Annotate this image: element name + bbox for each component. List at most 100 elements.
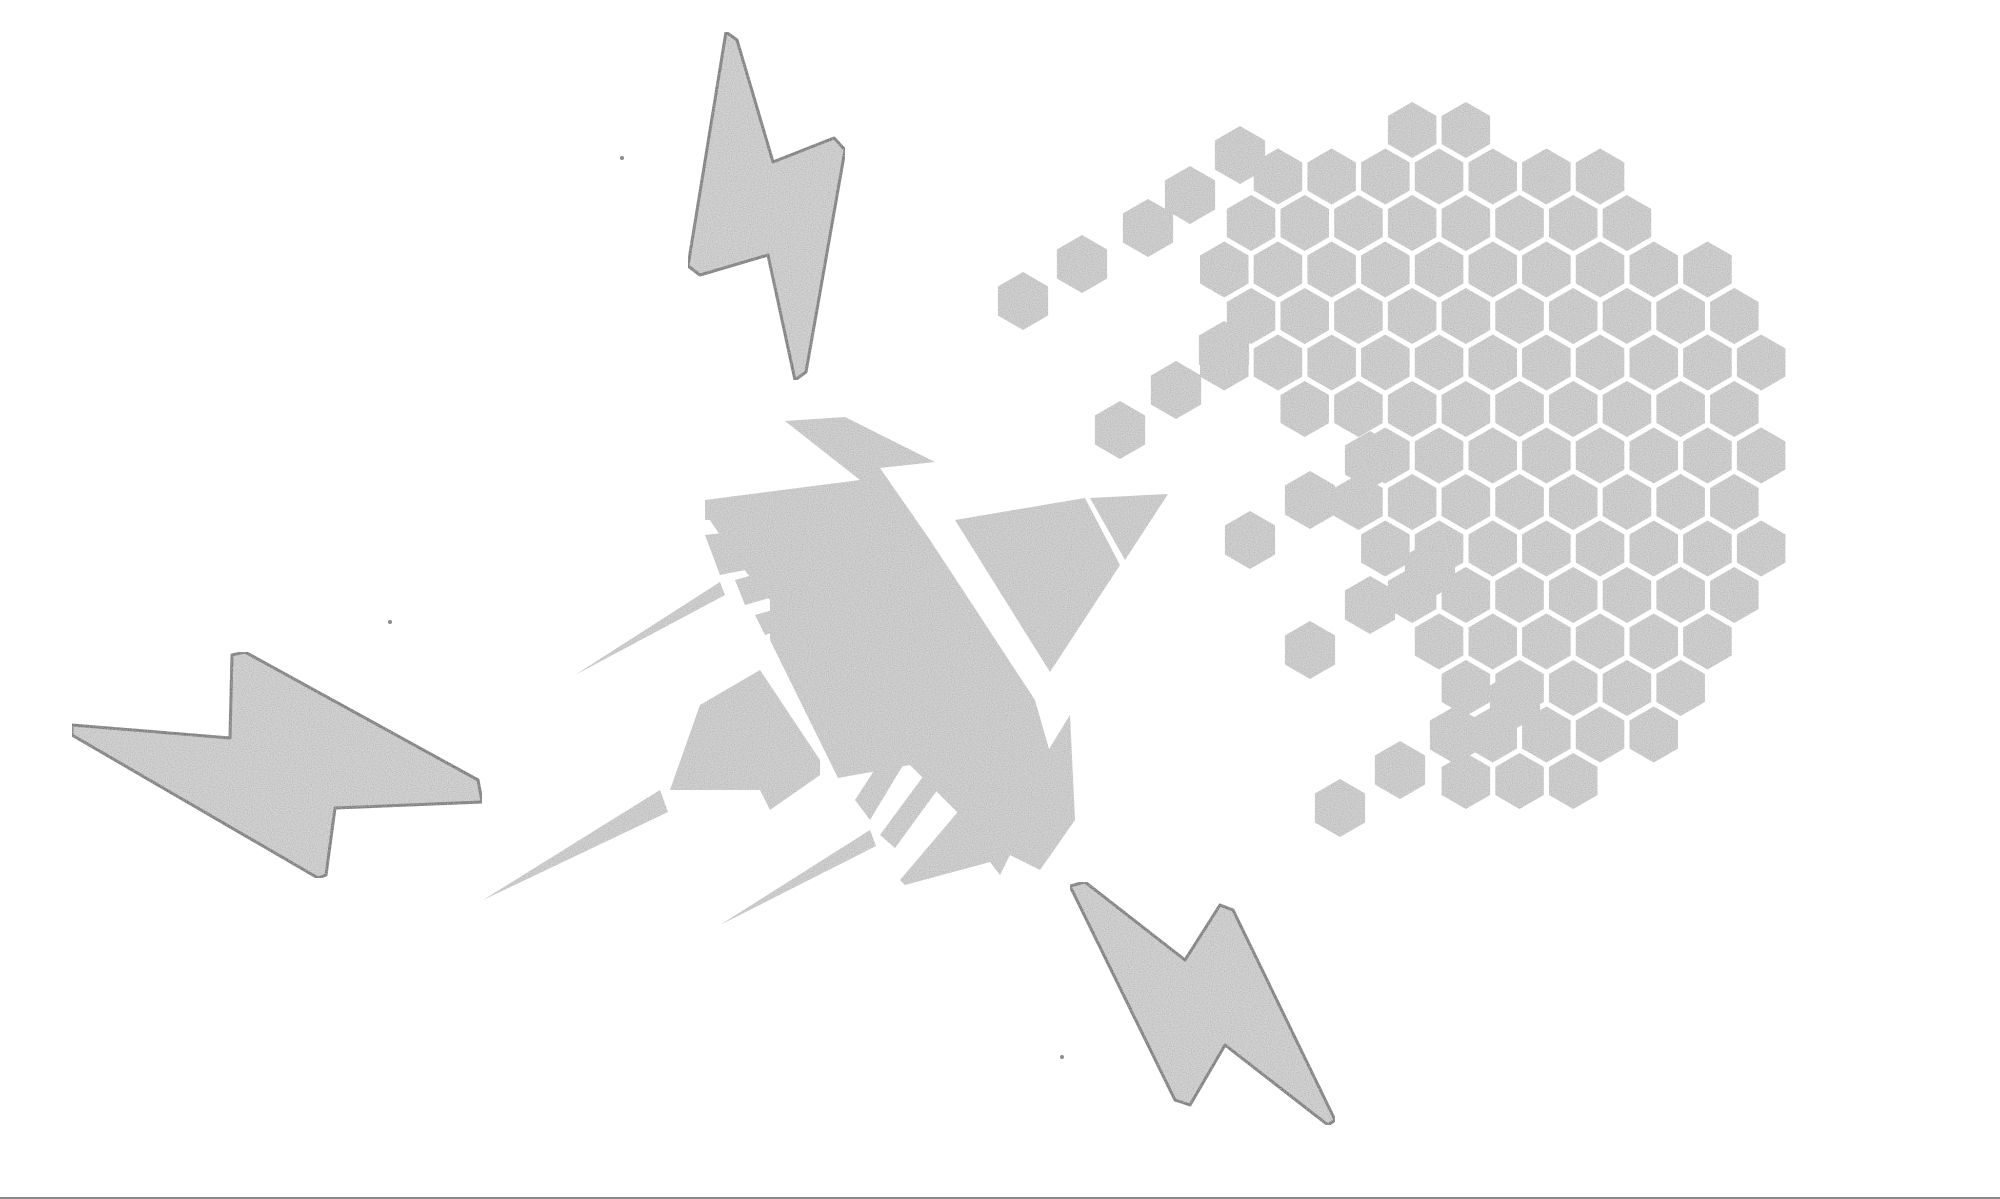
- planet-hexagon-tile: [1549, 660, 1598, 716]
- planet-hexagon-tile: [1281, 288, 1330, 344]
- planet-hexagon-tile: [1576, 242, 1625, 298]
- drifting-hexagon: [1151, 361, 1201, 419]
- planet-hexagon-tile: [1576, 707, 1625, 763]
- planet-hexagon-tile: [1549, 567, 1598, 623]
- planet-hexagon-tile: [1522, 335, 1571, 391]
- planet-hexagon-tile: [1495, 288, 1544, 344]
- planet-hexagon-tile: [1495, 381, 1544, 437]
- planet-hexagon-tile: [1254, 335, 1303, 391]
- planet-hexagon-tile: [1469, 428, 1518, 484]
- drifting-hexagon: [1057, 235, 1107, 293]
- planet-hexagon-tile: [1469, 149, 1518, 205]
- planet-hexagon-tile: [1549, 195, 1598, 251]
- planet-hexagon-tile: [1630, 707, 1679, 763]
- planet-hexagon-tile: [1361, 242, 1410, 298]
- planet-hexagon-tile: [1495, 195, 1544, 251]
- drifting-hexagon: [1430, 706, 1480, 764]
- planet-hexagon-tile: [1469, 242, 1518, 298]
- planet-hexagon-tile: [1415, 335, 1464, 391]
- planet-hexagon-tile: [1710, 381, 1759, 437]
- planet-hexagon-tile: [1549, 753, 1598, 809]
- planet-hexagon-tile: [1656, 381, 1705, 437]
- planet-hexagon-tile: [1630, 614, 1679, 670]
- planet-hexagon-tile: [1307, 335, 1356, 391]
- planet-hexagon-tile: [1549, 381, 1598, 437]
- drifting-hexagon: [1375, 741, 1425, 799]
- planet-hexagon-tile: [1576, 614, 1625, 670]
- planet-hexagon-tile: [1656, 567, 1705, 623]
- hexagon-planet-icon: [998, 102, 1786, 837]
- planet-hexagon-tile: [1415, 242, 1464, 298]
- speck-dot: [620, 156, 624, 160]
- lightning-bolt-left-icon: [72, 652, 482, 878]
- planet-hexagon-tile: [1683, 335, 1732, 391]
- planet-hexagon-tile: [1415, 614, 1464, 670]
- drifting-hexagon: [1095, 401, 1145, 459]
- planet-hexagon-tile: [1522, 149, 1571, 205]
- planet-hexagon-tile: [1307, 149, 1356, 205]
- planet-hexagon-tile: [1549, 474, 1598, 530]
- drifting-hexagon: [1285, 471, 1335, 529]
- planet-hexagon-tile: [1254, 242, 1303, 298]
- planet-hexagon-tile: [1442, 381, 1491, 437]
- planet-hexagon-tile: [1361, 149, 1410, 205]
- planet-hexagon-tile: [1442, 474, 1491, 530]
- lightning-bolt-top-icon: [688, 32, 845, 380]
- planet-hexagon-tile: [1469, 614, 1518, 670]
- planet-hexagon-tile: [1522, 614, 1571, 670]
- planet-hexagon-tile: [1442, 288, 1491, 344]
- planet-hexagon-tile: [1388, 195, 1437, 251]
- planet-hexagon-tile: [1522, 242, 1571, 298]
- planet-hexagon-tile: [1442, 660, 1491, 716]
- planet-hexagon-tile: [1683, 242, 1732, 298]
- planet-hexagon-tile: [1442, 102, 1491, 158]
- planet-hexagon-tile: [1737, 521, 1786, 577]
- planet-hexagon-tile: [1630, 335, 1679, 391]
- planet-hexagon-tile: [1415, 428, 1464, 484]
- planet-hexagon-tile: [1334, 288, 1383, 344]
- planet-hexagon-tile: [1710, 288, 1759, 344]
- planet-hexagon-tile: [1710, 474, 1759, 530]
- planet-hexagon-tile: [1603, 474, 1652, 530]
- planet-hexagon-tile: [1683, 428, 1732, 484]
- planet-hexagon-tile: [1656, 660, 1705, 716]
- planet-hexagon-tile: [1737, 428, 1786, 484]
- planet-hexagon-tile: [1603, 288, 1652, 344]
- planet-hexagon-tile: [1442, 195, 1491, 251]
- drifting-hexagon: [1315, 779, 1365, 837]
- planet-hexagon-tile: [1281, 195, 1330, 251]
- planet-hexagon-tile: [1469, 335, 1518, 391]
- planet-hexagon-tile: [1281, 381, 1330, 437]
- planet-hexagon-tile: [1388, 102, 1437, 158]
- drifting-hexagon: [1225, 511, 1275, 569]
- planet-hexagon-tile: [1495, 567, 1544, 623]
- planet-hexagon-tile: [1683, 614, 1732, 670]
- planet-hexagon-tile: [1603, 660, 1652, 716]
- planet-hexagon-tile: [1522, 521, 1571, 577]
- planet-hexagon-tile: [1576, 428, 1625, 484]
- rocket-icon: [483, 417, 1168, 925]
- planet-hexagon-tile: [1415, 149, 1464, 205]
- planet-hexagon-tile: [1576, 149, 1625, 205]
- speck-dot: [1060, 1055, 1064, 1059]
- planet-hexagon-tile: [1388, 288, 1437, 344]
- drifting-hexagon: [1345, 576, 1395, 634]
- planet-hexagon-tile: [1495, 753, 1544, 809]
- planet-hexagon-tile: [1334, 195, 1383, 251]
- planet-hexagon-tile: [1495, 474, 1544, 530]
- planet-hexagon-tile: [1630, 428, 1679, 484]
- planet-hexagon-tile: [1603, 567, 1652, 623]
- planet-hexagon-tile: [1442, 753, 1491, 809]
- planet-hexagon-tile: [1603, 381, 1652, 437]
- planet-hexagon-tile: [1361, 335, 1410, 391]
- planet-hexagon-tile: [1227, 195, 1276, 251]
- planet-hexagon-tile: [1307, 242, 1356, 298]
- planet-hexagon-tile: [1388, 474, 1437, 530]
- planet-hexagon-tile: [1576, 521, 1625, 577]
- planet-hexagon-tile: [1361, 521, 1410, 577]
- planet-hexagon-tile: [1522, 428, 1571, 484]
- planet-hexagon-tile: [1737, 335, 1786, 391]
- speck-dot: [388, 620, 392, 624]
- planet-hexagon-tile: [1549, 288, 1598, 344]
